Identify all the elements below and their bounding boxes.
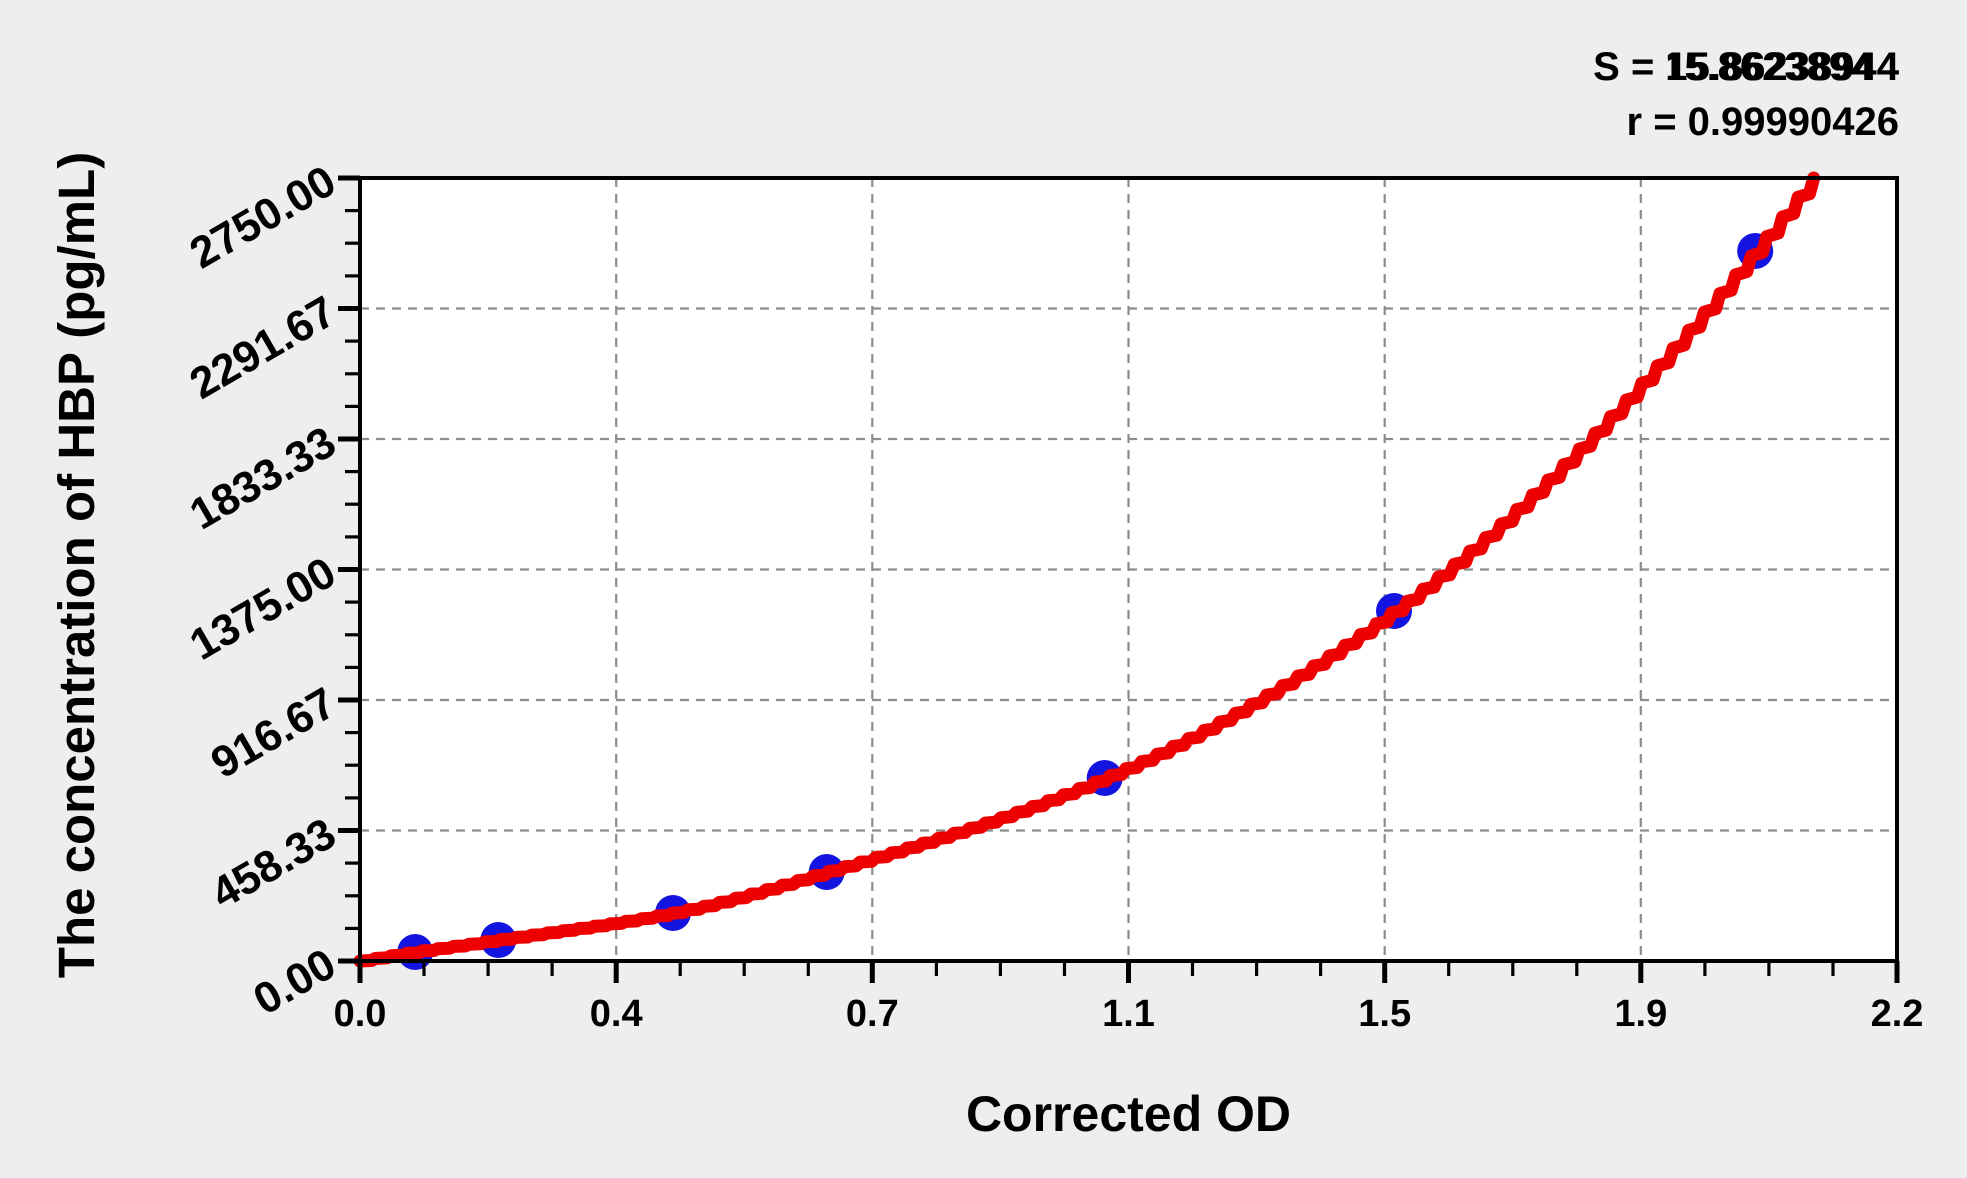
svg-text:0.0: 0.0 xyxy=(334,993,387,1035)
svg-text:0.4: 0.4 xyxy=(590,993,643,1035)
svg-text:2.2: 2.2 xyxy=(1871,993,1924,1035)
svg-text:0.7: 0.7 xyxy=(846,993,899,1035)
svg-text:1.5: 1.5 xyxy=(1358,993,1411,1035)
svg-text:1.1: 1.1 xyxy=(1102,993,1155,1035)
svg-text:1.9: 1.9 xyxy=(1614,993,1667,1035)
